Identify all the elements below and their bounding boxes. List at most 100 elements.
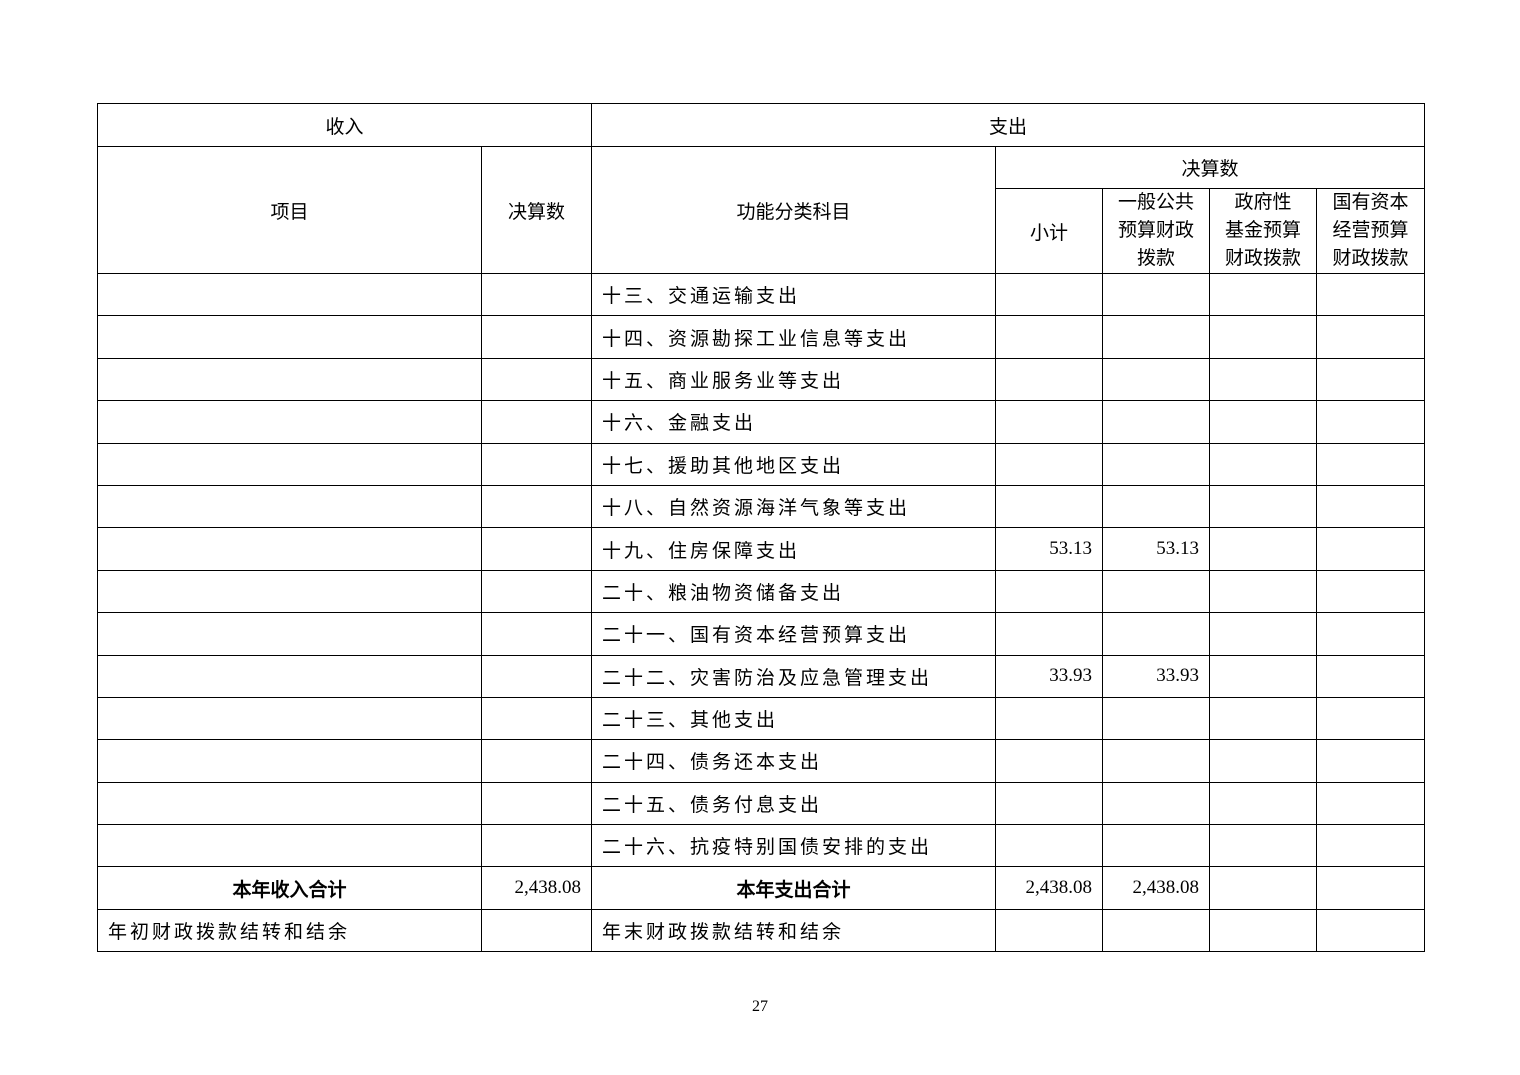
empty-cell <box>1209 442 1318 486</box>
carryover-income-label: 年初财政拨款结转和结余 <box>97 908 482 953</box>
table-row: 十三、交通运输支出 <box>97 272 1426 317</box>
general-public-cell <box>1102 739 1211 783</box>
income-total-value: 2,438.08 <box>480 866 593 910</box>
category-cell: 二十六、抗疫特别国债安排的支出 <box>591 824 997 868</box>
empty-cell <box>1316 612 1426 656</box>
general-public-cell <box>1102 696 1211 741</box>
empty-cell <box>1209 739 1318 783</box>
income-total-label: 本年收入合计 <box>97 866 482 910</box>
empty-cell <box>1209 527 1318 571</box>
empty-cell <box>1316 824 1426 868</box>
empty-cell <box>1209 569 1318 614</box>
empty-cell <box>1316 696 1426 741</box>
expense-total-subtotal: 2,438.08 <box>995 866 1104 910</box>
general-public-cell <box>1102 612 1211 656</box>
empty-cell <box>1209 696 1318 741</box>
empty-cell <box>1316 357 1426 402</box>
empty-cell <box>1209 908 1318 953</box>
subtotal-cell <box>995 442 1104 486</box>
empty-cell <box>1316 569 1426 614</box>
category-cell: 二十三、其他支出 <box>591 696 997 741</box>
subtotal-cell <box>995 400 1104 444</box>
expense-header: 支出 <box>591 103 1426 147</box>
empty-cell <box>1209 654 1318 698</box>
gov-fund-header: 政府性 基金预算 财政拨款 <box>1209 188 1318 274</box>
empty-cell <box>480 612 593 656</box>
empty-cell <box>1316 315 1426 359</box>
general-public-cell <box>1102 400 1211 444</box>
empty-cell <box>480 824 593 868</box>
empty-cell <box>97 400 482 444</box>
category-cell: 二十四、债务还本支出 <box>591 739 997 783</box>
item-header: 项目 <box>97 146 482 274</box>
function-category-header: 功能分类科目 <box>591 146 997 274</box>
empty-cell <box>97 654 482 698</box>
empty-cell <box>1209 357 1318 402</box>
category-cell: 十六、金融支出 <box>591 400 997 444</box>
empty-cell <box>480 272 593 317</box>
empty-cell <box>1209 612 1318 656</box>
category-cell: 十九、住房保障支出 <box>591 527 997 571</box>
empty-cell <box>1316 484 1426 529</box>
empty-cell <box>1316 442 1426 486</box>
empty-cell <box>1316 272 1426 317</box>
category-cell: 十四、资源勘探工业信息等支出 <box>591 315 997 359</box>
category-cell: 二十二、灾害防治及应急管理支出 <box>591 654 997 698</box>
empty-cell <box>1209 272 1318 317</box>
general-public-cell <box>1102 781 1211 826</box>
general-public-cell: 53.13 <box>1102 527 1211 571</box>
empty-cell <box>1316 739 1426 783</box>
empty-cell <box>1316 654 1426 698</box>
final-amount-header: 决算数 <box>480 146 593 274</box>
empty-cell <box>480 400 593 444</box>
empty-cell <box>97 612 482 656</box>
category-cell: 二十一、国有资本经营预算支出 <box>591 612 997 656</box>
empty-cell <box>995 908 1104 953</box>
page-number: 27 <box>752 998 768 1015</box>
general-public-cell <box>1102 442 1211 486</box>
table-row: 十六、金融支出 <box>97 400 1426 444</box>
table-row: 二十四、债务还本支出 <box>97 739 1426 783</box>
table-row: 二十六、抗疫特别国债安排的支出 <box>97 824 1426 868</box>
category-cell: 十八、自然资源海洋气象等支出 <box>591 484 997 529</box>
empty-cell <box>480 527 593 571</box>
expense-total-label: 本年支出合计 <box>591 866 997 910</box>
category-cell: 十七、援助其他地区支出 <box>591 442 997 486</box>
empty-cell <box>1316 866 1426 910</box>
table-row: 十九、住房保障支出 53.13 53.13 <box>97 527 1426 571</box>
empty-cell <box>1316 527 1426 571</box>
table-row: 二十、粮油物资储备支出 <box>97 569 1426 614</box>
empty-cell <box>97 527 482 571</box>
empty-cell <box>1209 315 1318 359</box>
general-public-cell <box>1102 484 1211 529</box>
general-public-header: 一般公共 预算财政 拨款 <box>1102 188 1211 274</box>
empty-cell <box>1209 824 1318 868</box>
subtotal-cell <box>995 781 1104 826</box>
category-cell: 十三、交通运输支出 <box>591 272 997 317</box>
subtotal-cell <box>995 696 1104 741</box>
empty-cell <box>1316 400 1426 444</box>
general-public-cell: 33.93 <box>1102 654 1211 698</box>
general-public-cell <box>1102 315 1211 359</box>
empty-cell <box>97 824 482 868</box>
empty-cell <box>1316 781 1426 826</box>
subtotal-cell <box>995 315 1104 359</box>
state-capital-header: 国有资本 经营预算 财政拨款 <box>1316 188 1426 274</box>
general-public-cell <box>1102 569 1211 614</box>
empty-cell <box>1209 866 1318 910</box>
empty-cell <box>480 484 593 529</box>
empty-cell <box>480 569 593 614</box>
table-row: 二十三、其他支出 <box>97 696 1426 741</box>
income-header: 收入 <box>96 103 593 147</box>
subtotal-cell <box>995 739 1104 783</box>
table-row: 二十二、灾害防治及应急管理支出 33.93 33.93 <box>97 654 1426 698</box>
budget-table: 收入 支出 项目 决算数 功能分类科目 决算数 小计 一般公共 预算财政 拨款 … <box>96 103 1426 953</box>
category-cell: 二十、粮油物资储备支出 <box>591 569 997 614</box>
empty-cell <box>97 569 482 614</box>
table-row: 十五、商业服务业等支出 <box>97 357 1426 402</box>
category-cell: 二十五、债务付息支出 <box>591 781 997 826</box>
table-row: 十七、援助其他地区支出 <box>97 442 1426 486</box>
table-row: 二十五、债务付息支出 <box>97 781 1426 826</box>
empty-cell <box>97 739 482 783</box>
empty-cell <box>1209 400 1318 444</box>
